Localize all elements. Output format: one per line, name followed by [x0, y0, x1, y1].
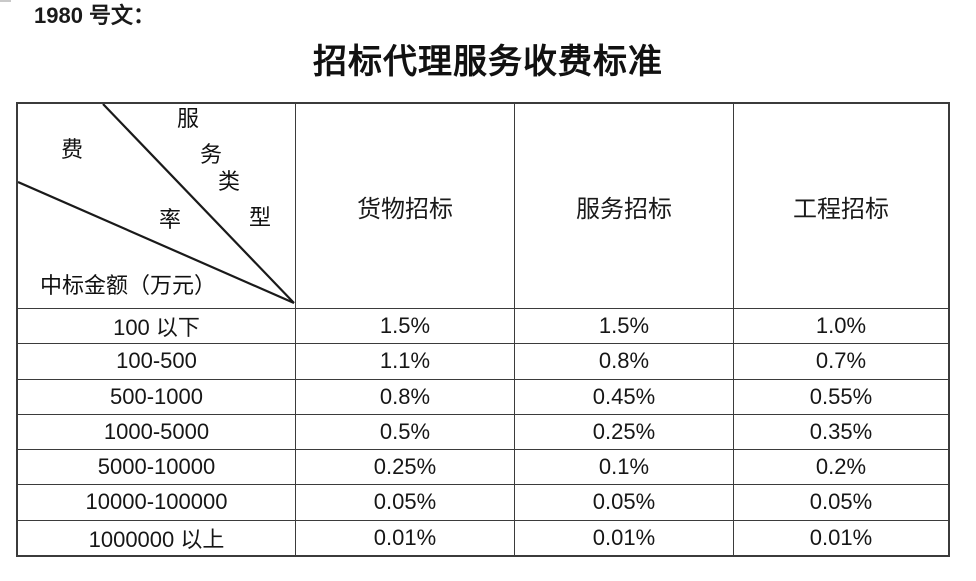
fee-value-services: 0.1%: [514, 449, 733, 485]
row-amount-range: 100-500: [18, 343, 295, 378]
fee-value-services: 0.01%: [514, 519, 733, 555]
doc-number: 1980 号文：: [34, 3, 156, 28]
corner-service-type-char: 类: [218, 169, 241, 194]
row-amount-range: 10000-100000: [18, 484, 295, 519]
fee-value-services: 0.45%: [514, 378, 733, 414]
row-amount-range: 1000000 以上: [18, 519, 295, 555]
fee-value-services: 0.05%: [514, 484, 733, 520]
corner-fee-rate-char: 率: [159, 207, 182, 232]
fee-value-goods: 1.1%: [295, 343, 514, 379]
fee-value-services: 0.25%: [514, 413, 733, 450]
fee-value-engineering: 0.35%: [733, 413, 948, 450]
fee-value-engineering: 0.05%: [733, 484, 948, 520]
column-header-engineering-bidding: 工程招标: [733, 104, 948, 308]
fee-value-engineering: 0.55%: [733, 378, 948, 414]
column-header-services-bidding: 服务招标: [514, 104, 733, 308]
fee-value-engineering: 0.2%: [733, 449, 948, 485]
row-amount-range: 1000-5000: [18, 413, 295, 449]
amount-axis-label: 中标金额（万元）: [40, 273, 217, 298]
row-amount-range: 5000-10000: [18, 449, 295, 484]
fee-value-services: 0.8%: [514, 343, 733, 379]
row-amount-range: 100 以下: [18, 308, 295, 343]
fee-value-services: 1.5%: [514, 308, 733, 344]
fee-value-goods: 1.5%: [295, 308, 514, 344]
top-left-artifact-line: [0, 0, 11, 2]
fee-value-engineering: 1.0%: [733, 308, 948, 344]
row-amount-range: 500-1000: [18, 378, 295, 414]
fee-value-goods: 0.5%: [295, 413, 514, 450]
fee-value-goods: 0.25%: [295, 449, 514, 485]
table-corner-cell: 服 务 类 型 费 率 中标金额（万元）: [18, 104, 295, 308]
diagonal-divider-lines: [18, 104, 295, 305]
fee-value-goods: 0.01%: [295, 519, 514, 555]
corner-service-type-char: 服: [177, 106, 200, 131]
column-header-goods-bidding: 货物招标: [295, 104, 514, 308]
corner-fee-rate-char: 费: [61, 137, 84, 162]
fee-table: 服 务 类 型 费 率 中标金额（万元） 货物招标 服务招标 工程招标 100 …: [16, 102, 950, 557]
corner-service-type-char: 务: [200, 142, 223, 167]
fee-value-goods: 0.8%: [295, 378, 514, 414]
page-title: 招标代理服务收费标准: [313, 44, 663, 81]
fee-value-engineering: 0.01%: [733, 519, 948, 555]
fee-value-engineering: 0.7%: [733, 343, 948, 379]
corner-service-type-char: 型: [249, 205, 272, 230]
fee-value-goods: 0.05%: [295, 484, 514, 520]
